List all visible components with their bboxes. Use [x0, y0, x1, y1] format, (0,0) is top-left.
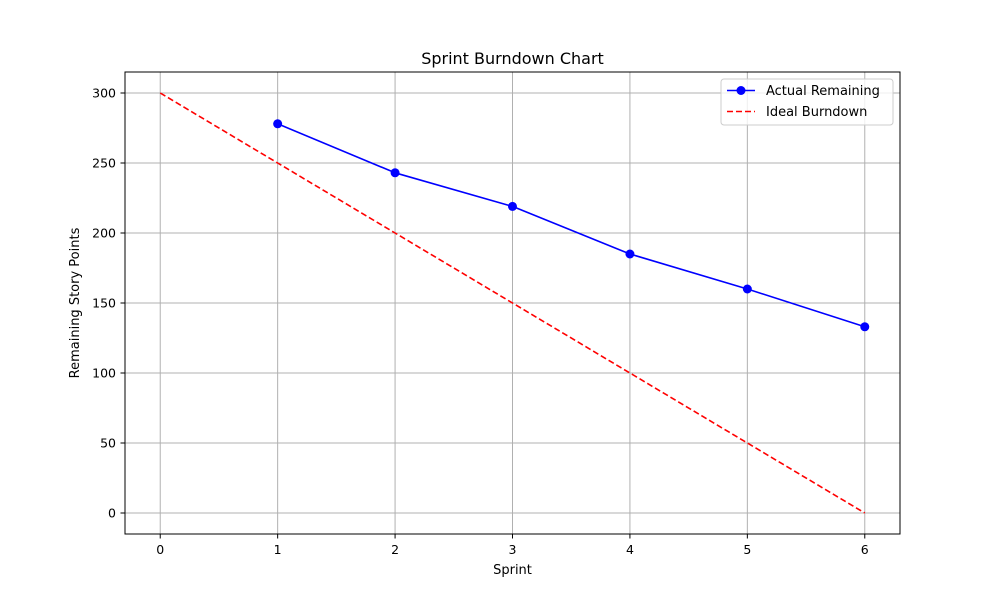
plot-series [159, 92, 870, 514]
x-tick-label: 4 [626, 542, 634, 557]
actual-remaining-line [277, 123, 866, 328]
x-tick-label: 0 [156, 542, 164, 557]
y-tick-label: 300 [92, 86, 116, 101]
y-tick-label: 0 [108, 506, 116, 521]
axis-ticks: 0 1 2 3 4 5 6 0 50 100 150 200 250 300 [92, 86, 869, 558]
x-tick-label: 5 [743, 542, 751, 557]
actual-remaining-point [273, 119, 283, 129]
y-tick-label: 50 [100, 436, 116, 451]
chart-title: Sprint Burndown Chart [421, 49, 604, 68]
legend-marker [736, 86, 746, 95]
x-tick-label: 6 [861, 542, 869, 557]
actual-remaining-point [860, 322, 870, 332]
ideal-burndown-line [159, 92, 866, 514]
actual-remaining-point [508, 201, 517, 211]
y-tick-label: 200 [92, 226, 116, 241]
y-tick-label: 150 [92, 296, 116, 311]
x-tick-label: 1 [274, 542, 282, 557]
x-tick-label: 2 [391, 542, 399, 557]
x-axis-label: Sprint [493, 563, 532, 578]
actual-remaining-point [742, 284, 752, 294]
legend-box [720, 78, 894, 126]
x-tick-label: 3 [509, 542, 517, 557]
y-axis-label: Remaining Story Points [68, 227, 83, 378]
actual-remaining-point [390, 168, 400, 178]
legend-label: Actual Remaining [766, 84, 880, 99]
legend: Actual Remaining Ideal Burndown [720, 78, 894, 126]
legend-label: Ideal Burndown [766, 105, 867, 120]
y-tick-label: 250 [92, 156, 116, 171]
actual-remaining-point [625, 249, 635, 259]
y-tick-label: 100 [92, 366, 116, 381]
